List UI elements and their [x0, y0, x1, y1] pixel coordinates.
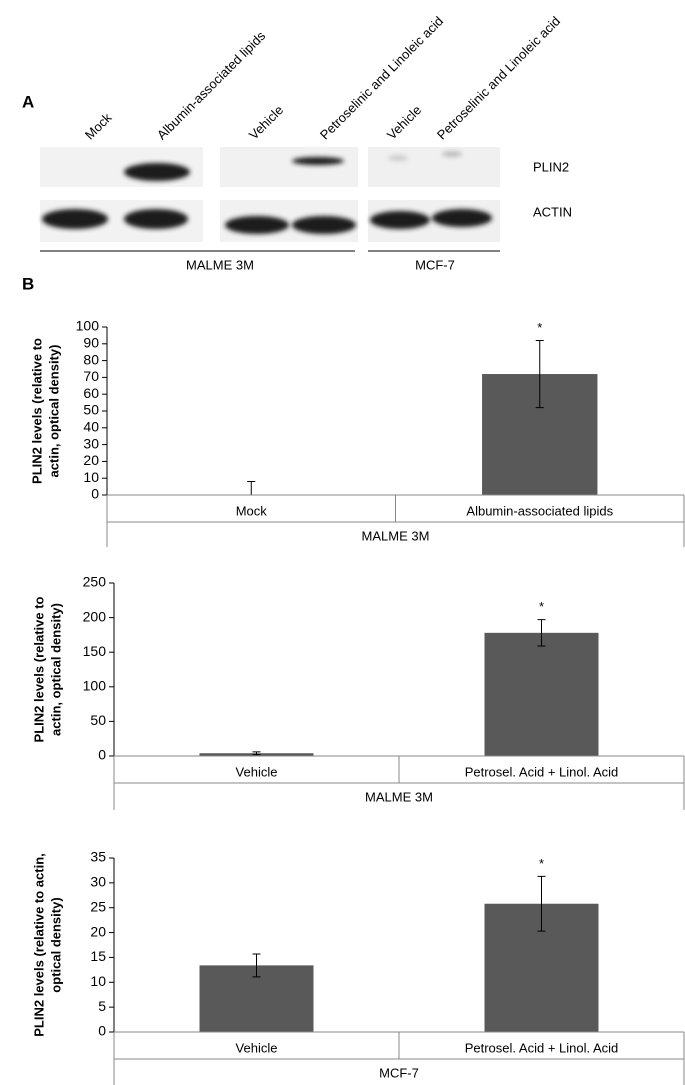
bar: [484, 632, 599, 756]
y-axis-label: actin, optical density): [46, 345, 61, 478]
error-bar: [537, 619, 546, 647]
group-label: MALME 3M: [186, 257, 254, 272]
significance-label: *: [539, 856, 544, 871]
y-tick-label: 25: [90, 898, 106, 914]
error-bar: [247, 481, 256, 495]
y-tick-label: 50: [83, 402, 99, 418]
error-bar: [252, 953, 261, 978]
group-label: MCF-7: [379, 1065, 419, 1080]
y-tick-label: 5: [98, 998, 106, 1014]
x-tick-label: Petrosel. Acid + Linol. Acid: [465, 764, 619, 779]
y-tick-label: 250: [83, 574, 107, 590]
y-tick-label: 20: [90, 923, 106, 939]
y-tick-label: 100: [76, 318, 100, 334]
y-tick-label: 30: [90, 874, 106, 890]
y-axis-label: optical density): [48, 897, 63, 992]
row-label: ACTIN: [533, 204, 572, 219]
y-tick-label: 0: [98, 747, 106, 763]
group-label: MALME 3M: [365, 789, 433, 804]
y-tick-label: 0: [91, 486, 99, 502]
y-tick-label: 15: [90, 948, 106, 964]
y-axis-label: PLIN2 levels (relative to: [29, 338, 44, 484]
y-tick-label: 50: [90, 712, 106, 728]
significance-label: *: [537, 320, 542, 335]
y-axis-label: PLIN2 levels (relative to: [31, 596, 46, 742]
panel-label: B: [22, 274, 34, 293]
y-tick-label: 150: [83, 643, 107, 659]
lane-label: Petroselinic and Linoleic acid: [434, 13, 563, 142]
lane-label: Mock: [82, 110, 115, 143]
y-tick-label: 10: [83, 469, 99, 485]
y-tick-label: 35: [90, 849, 106, 865]
blot: [40, 147, 500, 242]
group-label: MALME 3M: [362, 528, 430, 543]
x-tick-label: Vehicle: [236, 1040, 278, 1055]
group-label: MCF-7: [415, 257, 455, 272]
y-tick-label: 10: [90, 973, 106, 989]
y-tick-label: 60: [83, 385, 99, 401]
y-tick-label: 200: [83, 608, 107, 624]
x-tick-label: Petrosel. Acid + Linol. Acid: [465, 1040, 619, 1055]
y-tick-label: 40: [83, 419, 99, 435]
y-tick-label: 100: [83, 678, 107, 694]
y-axis-label: PLIN2 levels (relative to actin,: [31, 853, 46, 1037]
error-bar: [252, 751, 261, 756]
y-tick-label: 70: [83, 368, 99, 384]
lane-label: Vehicle: [384, 102, 424, 142]
y-tick-label: 0: [98, 1023, 106, 1039]
y-tick-label: 80: [83, 351, 99, 367]
x-tick-label: Vehicle: [236, 764, 278, 779]
y-axis-label: actin, optical density): [48, 603, 63, 736]
panel-label: A: [22, 92, 34, 111]
y-tick-label: 90: [83, 335, 99, 351]
row-label: PLIN2: [533, 159, 569, 174]
significance-label: *: [539, 599, 544, 614]
y-tick-label: 20: [83, 452, 99, 468]
error-bar: [535, 339, 544, 409]
y-tick-label: 30: [83, 435, 99, 451]
x-tick-label: Mock: [236, 503, 268, 518]
lane-label: Petroselinic and Linoleic acid: [317, 13, 446, 142]
x-tick-label: Albumin-associated lipids: [466, 503, 613, 518]
lane-label: Vehicle: [246, 102, 286, 142]
error-bar: [537, 875, 546, 932]
